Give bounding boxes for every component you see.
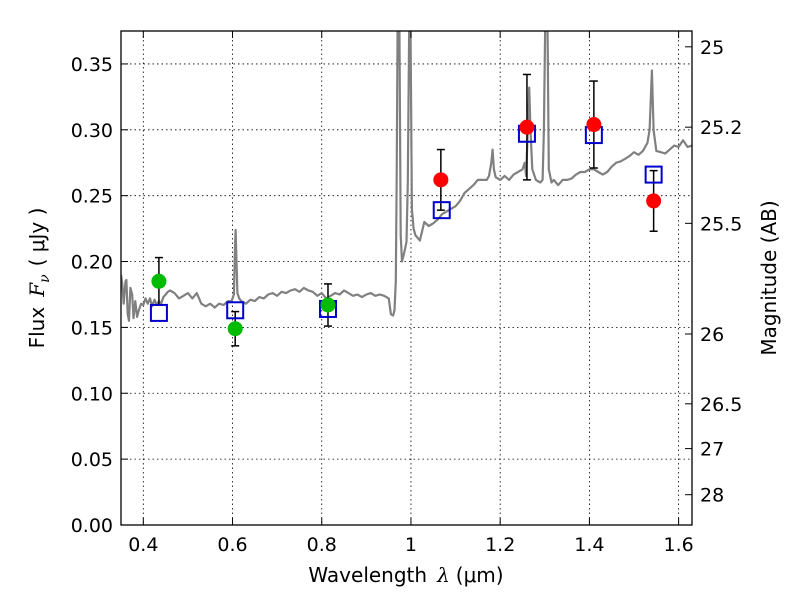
model-point [644, 165, 663, 184]
y2-axis-label: Magnitude (AB) [757, 200, 781, 355]
y2-tick-label: 25 [700, 37, 724, 59]
x-axis-label: Wavelength λ (μm) [308, 563, 503, 587]
y-tick-label: 0.00 [71, 515, 113, 537]
y-tick-label: 0.35 [71, 54, 113, 76]
y2-tick-label: 27 [700, 439, 724, 461]
y2-tick-label: 28 [700, 485, 724, 507]
observed-point-red [586, 117, 602, 133]
x-tick-label: 0.6 [217, 534, 247, 556]
x-tick-labels: 0.4 0.6 0.8 1 1.2 1.4 1.6 [128, 534, 694, 556]
y-axis-label: FluxFν( μJy ) [25, 208, 53, 349]
observed-point-green [151, 273, 167, 289]
y2-tick-label: 26.5 [700, 394, 742, 416]
y-tick-label: 0.25 [71, 186, 113, 208]
observed-point-green [227, 321, 243, 337]
observed-point-green [320, 297, 336, 313]
y-tick-label: 0.10 [71, 383, 113, 405]
spectrum-series [121, 31, 692, 322]
model-point [149, 303, 168, 322]
spectrum-line [121, 31, 692, 322]
x-tick-label: 0.4 [128, 534, 158, 556]
gridlines [121, 31, 692, 526]
y-tick-label: 0.30 [71, 120, 113, 142]
y-tick-label: 0.15 [71, 317, 113, 339]
observed-point-red [519, 119, 535, 135]
x-tick-label: 1 [405, 534, 417, 556]
observed-point-red [433, 172, 449, 188]
model-point [432, 201, 451, 220]
y-tick-labels: 0.00 0.05 0.10 0.15 0.20 0.25 0.30 0.35 [71, 54, 113, 537]
y2-tick-label: 25.5 [700, 213, 742, 235]
x-tick-label: 0.8 [307, 534, 337, 556]
y2-tick-label: 26 [700, 324, 724, 346]
axis-ticks [121, 31, 692, 526]
observed-point-red [646, 193, 662, 209]
x-tick-label: 1.2 [485, 534, 515, 556]
x-tick-label: 1.4 [574, 534, 604, 556]
x-tick-label: 1.6 [664, 534, 694, 556]
model-point [226, 301, 245, 320]
y2-tick-label: 25.2 [700, 117, 742, 139]
y-tick-label: 0.05 [71, 449, 113, 471]
y2-tick-labels: 25 25.2 25.5 26 26.5 27 28 [700, 37, 742, 507]
y-tick-label: 0.20 [71, 252, 113, 274]
observed-points [151, 117, 662, 337]
plot-frame [120, 30, 693, 526]
